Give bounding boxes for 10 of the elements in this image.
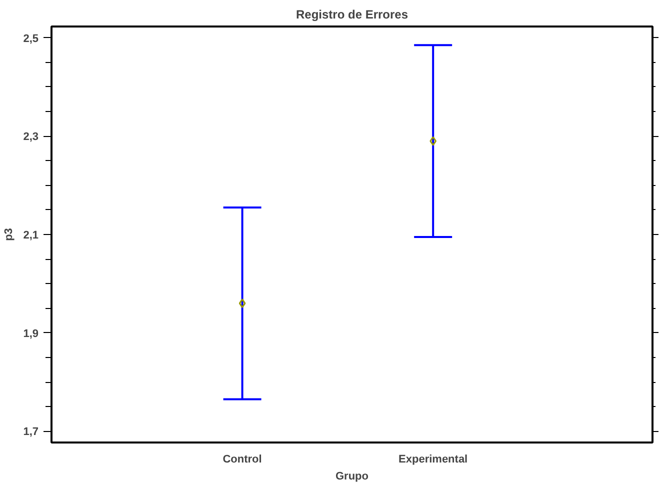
x-tick-label: Control <box>222 454 262 466</box>
y-tick-label: 1,9 <box>23 328 39 340</box>
x-axis-title: Grupo <box>336 470 369 482</box>
y-tick-label: 2,3 <box>23 131 39 144</box>
y-tick-label: 1,7 <box>23 426 39 438</box>
y-axis-title: p3 <box>3 228 16 241</box>
y-tick-label: 2,1 <box>23 230 39 242</box>
x-tick-label: Experimental <box>398 454 468 466</box>
chart-title: Registro de Errores <box>296 8 408 22</box>
y-tick-label: 2,5 <box>23 32 39 45</box>
